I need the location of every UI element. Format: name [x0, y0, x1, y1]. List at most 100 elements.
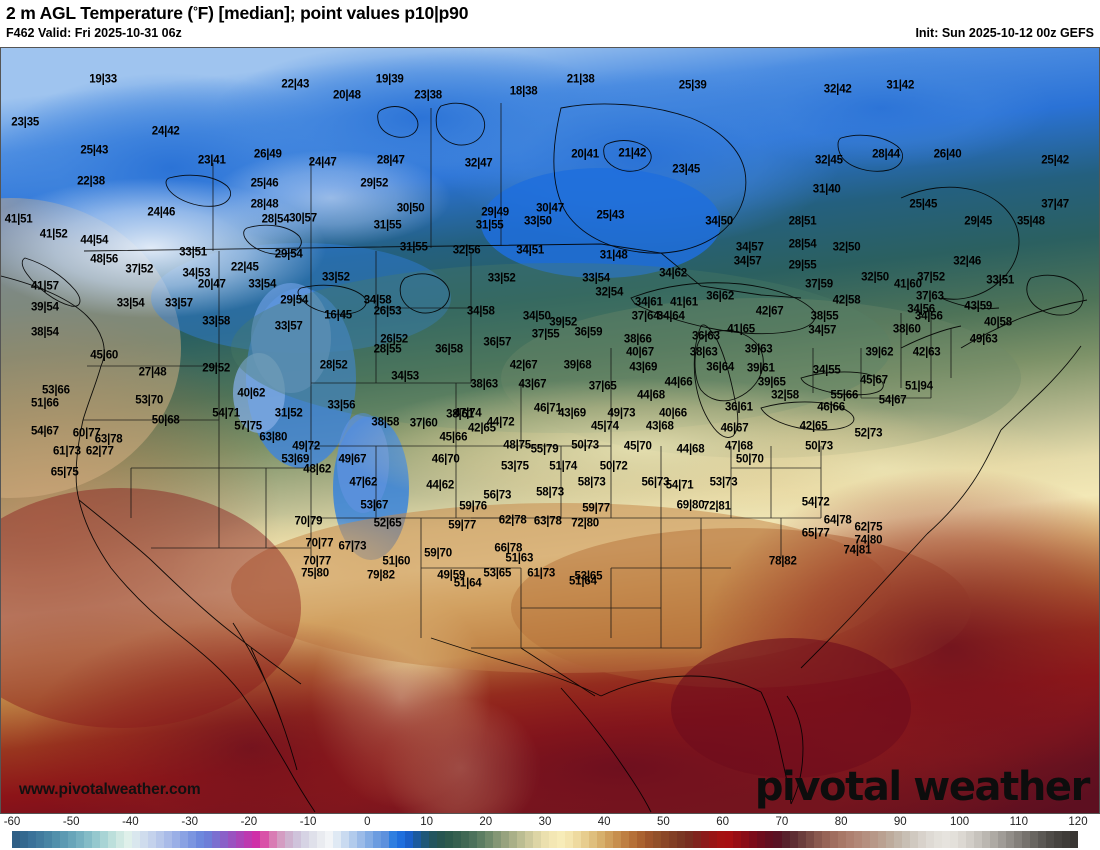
colorbar-swatch [677, 831, 686, 848]
site-watermark: www.pivotalweather.com [19, 781, 201, 798]
colorbar-swatch [645, 831, 654, 848]
colorbar-tick: 70 [775, 816, 789, 828]
colorbar-tick: 80 [834, 816, 848, 828]
colorbar-swatch [148, 831, 157, 848]
colorbar-swatch [717, 831, 726, 848]
colorbar-swatch [973, 831, 982, 848]
colorbar-swatch [1005, 831, 1014, 848]
colorbar-swatch [685, 831, 694, 848]
colorbar-tick: 100 [950, 816, 970, 828]
colorbar-swatch [204, 831, 213, 848]
colorbar-tick: -50 [62, 816, 80, 828]
colorbar-swatch [52, 831, 61, 848]
colorbar-swatch [484, 831, 493, 848]
colorbar-swatch [300, 831, 309, 848]
colorbar-swatch [661, 831, 670, 848]
colorbar-swatch [549, 831, 558, 848]
colorbar-swatch [460, 831, 469, 848]
colorbar-swatch [236, 831, 245, 848]
map-canvas[interactable]: 19|33 22|43 19|39 20|48 23|38 18|38 21|38 25|39… [0, 47, 1100, 814]
valid-time-label: F462 Valid: Fri 2025-10-31 06z [6, 26, 182, 40]
colorbar-swatch [853, 831, 862, 848]
colorbar-swatch [597, 831, 606, 848]
init-time-label: Init: Sun 2025-10-12 00z GEFS [915, 26, 1094, 40]
colorbar-tick: 20 [479, 816, 493, 828]
colorbar-swatch [396, 831, 405, 848]
colorbar-swatch [1054, 831, 1063, 848]
colorbar-swatch [508, 831, 517, 848]
colorbar-swatch [1062, 831, 1071, 848]
colorbar-swatch [412, 831, 421, 848]
colorbar-swatch [885, 831, 894, 848]
colorbar-swatch [332, 831, 341, 848]
colorbar-swatch [821, 831, 830, 848]
coastlines-and-borders [1, 102, 1088, 813]
colorbar-tick: -20 [240, 816, 258, 828]
colorbar-swatch [468, 831, 477, 848]
colorbar-tick: 10 [420, 816, 433, 828]
colorbar-swatches[interactable] [12, 831, 1079, 848]
colorbar-swatch [901, 831, 910, 848]
colorbar-tick: 0 [364, 816, 371, 828]
colorbar-swatch [244, 831, 253, 848]
brand-logo: pivotal weather [754, 764, 1091, 810]
colorbar-swatch [164, 831, 173, 848]
colorbar-swatch [653, 831, 662, 848]
colorbar-swatch [268, 831, 277, 848]
colorbar-swatch [781, 831, 790, 848]
colorbar-swatch [989, 831, 998, 848]
colorbar-swatch [789, 831, 798, 848]
colorbar-swatch [957, 831, 966, 848]
colorbar-swatch [20, 831, 29, 848]
state-boundaries [83, 103, 952, 649]
colorbar-swatch [845, 831, 854, 848]
colorbar-swatch [613, 831, 622, 848]
colorbar-swatch [925, 831, 934, 848]
colorbar-swatch [420, 831, 429, 848]
colorbar-swatch [1038, 831, 1047, 848]
colorbar-swatch [1029, 831, 1038, 848]
colorbar-swatch [292, 831, 301, 848]
colorbar-tick: 60 [716, 816, 730, 828]
colorbar-swatch [557, 831, 566, 848]
colorbar-swatch [669, 831, 678, 848]
colorbar-swatch [965, 831, 974, 848]
colorbar-swatch [621, 831, 630, 848]
colorbar-swatch [500, 831, 509, 848]
colorbar-swatch [68, 831, 77, 848]
colorbar-swatch [757, 831, 766, 848]
colorbar-swatch [220, 831, 229, 848]
colorbar-tick: -10 [299, 816, 317, 828]
colorbar-swatch [212, 831, 221, 848]
colorbar-swatch [877, 831, 886, 848]
colorbar-swatch [909, 831, 918, 848]
colorbar-swatch [516, 831, 525, 848]
colorbar-swatch [172, 831, 181, 848]
colorbar-swatch [36, 831, 45, 848]
colorbar-swatch [605, 831, 614, 848]
colorbar-swatch [436, 831, 445, 848]
temperature-field [1, 48, 1099, 813]
colorbar-swatch [44, 831, 53, 848]
colorbar-swatch [589, 831, 598, 848]
colorbar-swatch [709, 831, 718, 848]
colorbar-tick: 120 [1068, 816, 1088, 828]
colorbar-swatch [805, 831, 814, 848]
colorbar-tick: 110 [1009, 816, 1028, 828]
colorbar-swatch [637, 831, 646, 848]
colorbar-swatch [1046, 831, 1055, 848]
colorbar-swatch [573, 831, 582, 848]
colorbar-swatch [581, 831, 590, 848]
colorbar[interactable]: -60 -50 -40 -30 -20 -10 0 10 20 30 40 50 60 70 80 90 100… [0, 816, 1100, 850]
colorbar-tick: 50 [656, 816, 670, 828]
colorbar-swatch [693, 831, 702, 848]
colorbar-swatch [276, 831, 285, 848]
colorbar-swatch [541, 831, 550, 848]
colorbar-swatch [861, 831, 870, 848]
colorbar-swatch [525, 831, 534, 848]
colorbar-swatch [869, 831, 878, 848]
colorbar-swatch [340, 831, 349, 848]
colorbar-swatch [813, 831, 822, 848]
colorbar-swatch [260, 831, 269, 848]
